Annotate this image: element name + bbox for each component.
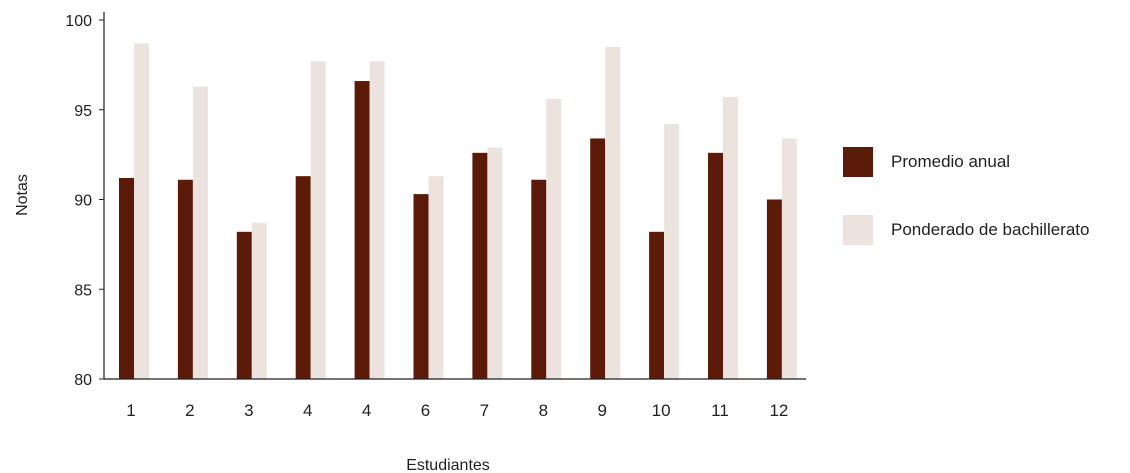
- legend: Promedio anual Ponderado de bachillerato: [843, 146, 1089, 282]
- bar-series-2-cat-4: [310, 61, 326, 379]
- y-tick-label: 95: [74, 103, 92, 120]
- bar-series-2-cat-11: [723, 97, 738, 379]
- bar-series-1-cat-1: [119, 177, 134, 379]
- bar-series-1-cat-10: [649, 231, 665, 379]
- x-tick-label: 1: [126, 401, 135, 420]
- bar-series-2-cat-10: [664, 124, 680, 379]
- y-ticks: 80 85 90 95 100: [65, 13, 104, 389]
- bar-series-2-cat-1: [134, 43, 149, 380]
- bar-series-2-cat-7: [487, 147, 503, 379]
- bar-series-1-cat-5: [354, 81, 370, 379]
- x-tick-label: 8: [539, 401, 548, 420]
- legend-swatch-series-2: [843, 215, 873, 245]
- x-tick-label: 4: [362, 401, 371, 420]
- x-tick-label: 11: [711, 401, 729, 420]
- legend-label-series-1: Promedio anual: [891, 152, 1011, 171]
- legend-swatch-series-1: [843, 147, 873, 177]
- bar-series-2-cat-6: [428, 176, 444, 379]
- x-axis-title: Estudiantes: [406, 457, 490, 473]
- x-ticks: 1 2 3 4 4 6 7 8 9 10 11 12: [126, 401, 788, 420]
- y-axis-title: Notas: [14, 174, 31, 216]
- x-tick-label: 12: [769, 401, 788, 420]
- bar-series-1-cat-3: [236, 231, 252, 379]
- x-tick-label: 9: [597, 401, 606, 420]
- bar-series-2-cat-8: [546, 98, 562, 379]
- x-tick-label: 2: [185, 401, 194, 420]
- bar-series-2-cat-3: [251, 222, 267, 379]
- legend-item-series-1: Promedio anual: [843, 146, 1089, 178]
- bar-series-2-cat-5: [369, 61, 385, 379]
- bar-series-1-cat-7: [472, 152, 488, 379]
- x-tick-label: 3: [244, 401, 253, 420]
- bar-series-1-cat-4: [295, 176, 311, 379]
- bar-series-1-cat-8: [531, 179, 547, 379]
- legend-label-series-2: Ponderado de bachillerato: [891, 220, 1090, 239]
- x-tick-label: 4: [303, 401, 312, 420]
- bar-series-1-cat-12: [766, 199, 782, 379]
- bar-series-2-cat-2: [192, 86, 208, 379]
- bar-series-2-cat-12: [781, 138, 797, 379]
- bar-series-1-cat-6: [413, 194, 429, 379]
- y-tick-label: 80: [74, 372, 92, 389]
- x-tick-label: 7: [480, 401, 489, 420]
- legend-item-series-2: Ponderado de bachillerato: [843, 214, 1089, 246]
- y-tick-label: 85: [74, 282, 92, 299]
- bar-series-1-cat-2: [177, 179, 193, 379]
- bar-series-2-cat-9: [605, 46, 621, 380]
- bar-series-1-cat-11: [708, 152, 723, 379]
- x-tick-label: 10: [652, 401, 671, 420]
- y-tick-label: 100: [65, 13, 92, 30]
- x-tick-label: 6: [421, 401, 430, 420]
- bar-series-1-cat-9: [590, 138, 606, 379]
- bars-group: [119, 43, 797, 380]
- y-tick-label: 90: [74, 193, 92, 210]
